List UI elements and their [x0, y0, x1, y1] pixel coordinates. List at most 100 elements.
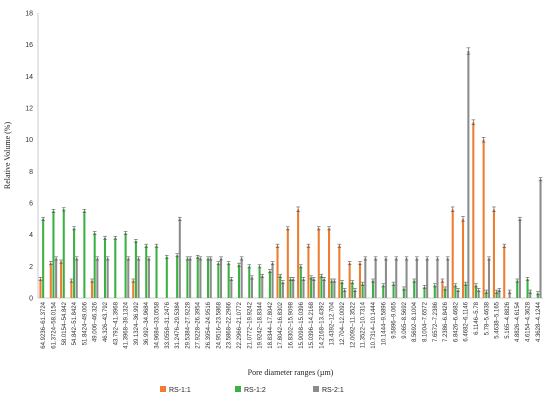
error-bar	[381, 283, 386, 288]
error-bar	[69, 278, 74, 283]
bar-rs-1-2-48	[536, 293, 539, 298]
bar-rs-1-2-9	[134, 241, 137, 298]
error-bar	[105, 256, 110, 261]
x-tick-label: 10.7314–10.1444	[371, 301, 377, 348]
bar-rs-1-2-28	[330, 280, 333, 298]
error-bar	[484, 289, 489, 294]
error-bar	[394, 256, 399, 261]
bar-rs-2-1-13	[178, 218, 181, 298]
x-tick-label: 9.5896–9.065	[392, 301, 398, 338]
x-tick-label: 54.842–51.8424	[72, 301, 78, 345]
error-bar	[113, 235, 118, 240]
y-tick-label: 16	[25, 42, 33, 49]
bar-rs-2-1-27	[323, 279, 326, 298]
error-bar	[443, 286, 447, 291]
x-tick-label: 24.9516–23.5868	[216, 301, 222, 348]
x-tick-label: 36.992–34.9684	[144, 301, 150, 345]
bar-rs-1-1-2	[60, 261, 63, 298]
x-tick-label: 16.8302–15.9098	[289, 301, 295, 348]
bar-rs-2-1-5	[96, 258, 99, 298]
error-bar	[487, 256, 491, 261]
bar-rs-1-2-26	[310, 277, 313, 298]
bar-rs-1-1-43	[482, 139, 485, 298]
error-bar	[319, 273, 324, 278]
error-bar	[278, 273, 282, 278]
error-bar	[291, 277, 295, 281]
error-bar	[281, 280, 285, 285]
x-tick-label: 43.792–41.3968	[113, 301, 119, 345]
legend-swatch	[313, 386, 319, 392]
bar-rs-2-1-36	[415, 258, 418, 298]
bar-rs-1-2-18	[227, 263, 230, 298]
error-bar	[188, 256, 192, 261]
error-bar	[404, 256, 409, 261]
bar-rs-2-1-35	[405, 258, 408, 298]
x-tick-label: 26.3954–24.9516	[206, 301, 212, 348]
x-tick-label: 33.0558–31.2476	[165, 301, 171, 348]
error-bar	[494, 289, 499, 294]
bar-rs-2-1-14	[189, 258, 192, 298]
legend-label: RS-1:2	[244, 387, 266, 394]
bar-rs-2-1-19	[240, 258, 243, 298]
x-tick-label: 23.5868–22.2966	[227, 301, 233, 348]
error-bar	[72, 226, 76, 231]
error-bar	[353, 288, 357, 292]
bar-rs-1-2-47	[526, 279, 529, 298]
x-tick-label: 49.006–46.326	[93, 301, 99, 342]
error-bar	[61, 207, 66, 212]
error-bar	[38, 277, 43, 281]
bar-rs-1-2-39	[444, 288, 447, 298]
bar-rs-1-2-46	[516, 280, 519, 298]
error-bar	[476, 288, 481, 292]
bar-rs-1-1-42	[472, 122, 475, 298]
error-bar	[270, 261, 275, 266]
error-bar	[299, 264, 303, 269]
error-bar	[453, 283, 458, 288]
error-bar	[306, 243, 311, 248]
x-tick-label: 12.0092–11.3522	[350, 301, 356, 348]
bar-rs-2-1-24	[292, 279, 295, 298]
error-bar	[450, 206, 455, 213]
bar-rs-1-2-40	[454, 285, 457, 298]
error-bar	[247, 264, 252, 269]
bar-rs-2-1-39	[446, 258, 449, 298]
error-bar	[322, 277, 326, 281]
bar-rs-1-2-37	[423, 286, 426, 298]
error-bar	[340, 280, 344, 285]
error-bar	[402, 286, 406, 291]
bar-rs-1-2-38	[433, 285, 436, 298]
x-tick-label: 5.4638–5.165	[495, 301, 501, 338]
legend-label: RS-1:1	[169, 387, 191, 394]
bar-rs-1-2-25	[299, 266, 302, 298]
error-bar	[198, 256, 203, 261]
error-bar	[432, 283, 437, 288]
x-axis: 64.9236–61.3724 61.3724–58.0154 58.0154–54…	[38, 297, 543, 349]
x-tick-label: 11.3522–10.7314	[361, 301, 367, 348]
x-tick-label: 8.1004–7.6572	[422, 301, 428, 342]
error-bar	[415, 256, 419, 261]
x-tick-label: 5.78–5.4638	[484, 301, 490, 335]
error-bar	[350, 280, 355, 285]
bar-rs-2-1-9	[137, 258, 140, 298]
error-bar	[260, 273, 265, 278]
bar-rs-1-2-13	[176, 255, 179, 298]
error-bar	[332, 278, 337, 283]
x-tick-label: 15.9098–15.0396	[299, 301, 305, 348]
bar-rs-1-2-14	[186, 258, 189, 298]
bar-rs-2-1-23	[281, 282, 284, 298]
x-tick-label: 64.9236–61.3724	[41, 301, 47, 348]
bar-rs-1-2-20	[248, 266, 251, 298]
x-tick-label: 13.4392–12.704	[330, 301, 336, 345]
bar-rs-1-1-40	[451, 209, 454, 298]
bar-rs-2-1-43	[487, 258, 491, 298]
y-tick-label: 4	[29, 232, 33, 239]
error-bar	[154, 243, 159, 248]
y-axis-title: Relative Volume (%)	[3, 122, 12, 190]
bar-rs-2-1-17	[220, 258, 223, 298]
bar-rs-2-1-32	[374, 258, 377, 298]
error-bar	[425, 256, 429, 261]
x-tick-label: 61.3724–58.0154	[51, 301, 57, 348]
bar-rs-1-1-23	[276, 245, 279, 298]
bar-rs-2-1-33	[384, 258, 387, 298]
y-tick-label: 12	[25, 106, 33, 113]
